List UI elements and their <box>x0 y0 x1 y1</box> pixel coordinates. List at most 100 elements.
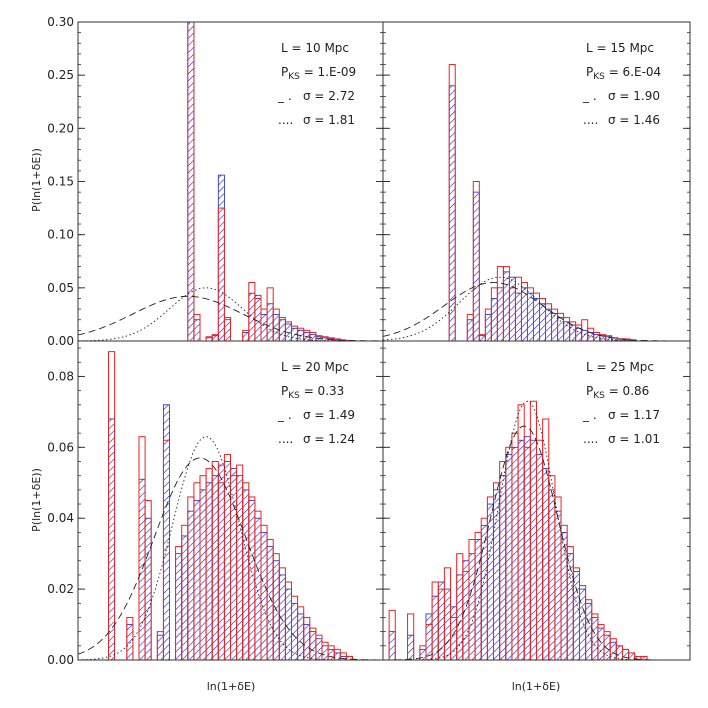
sigma-annotation: σ = 1.49 <box>303 408 355 422</box>
y-tick-label: 0.30 <box>47 15 74 29</box>
blue-bar <box>575 327 583 341</box>
scale-annotation: L = 25 Mpc <box>586 360 654 374</box>
blue-bar <box>591 617 599 660</box>
red-bar <box>162 439 170 660</box>
blue-bar <box>242 332 250 341</box>
y-tick-label: 0.20 <box>47 121 74 135</box>
blue-bar <box>579 588 587 660</box>
blue-bar <box>554 510 562 660</box>
blue-bar <box>193 500 201 660</box>
pks-annotation: PKS = 6.E-04 <box>586 65 661 82</box>
blue-bar <box>563 321 571 341</box>
blue-bar <box>478 335 486 341</box>
blue-bar <box>126 624 134 660</box>
blue-bar <box>615 645 623 660</box>
blue-bar <box>162 404 170 660</box>
blue-bar <box>254 517 262 660</box>
y-tick-label: 0.08 <box>47 369 74 383</box>
blue-bar <box>484 314 492 341</box>
blue-bar <box>499 475 507 660</box>
scale-annotation: L = 20 Mpc <box>281 360 349 374</box>
blue-bar <box>539 303 546 341</box>
red-bar <box>144 500 152 660</box>
dashed-gaussian-curve <box>383 425 690 660</box>
panel-bottom-right: L = 25 Mpc PKS = 0.86 _ . σ = 1.17.... σ = 1… <box>382 340 691 661</box>
blue-bar <box>572 570 580 660</box>
blue-bar <box>193 319 201 341</box>
blue-bar <box>260 532 268 660</box>
blue-bar <box>297 613 305 660</box>
curve-style-marker: .... <box>278 113 293 127</box>
x-axis-label-left: ln(1+δE) <box>207 680 256 693</box>
blue-bar <box>597 627 605 660</box>
blue-bar <box>242 489 250 660</box>
sigma-annotation: σ = 1.81 <box>303 113 355 127</box>
blue-bar <box>581 329 589 341</box>
blue-bar <box>622 648 630 660</box>
blue-bar <box>223 461 231 660</box>
blue-bar <box>211 335 219 341</box>
dashed-gaussian-curve <box>78 295 383 341</box>
blue-bar <box>529 439 537 660</box>
blue-bar <box>536 454 544 660</box>
blue-bar <box>511 446 519 660</box>
red-bar <box>217 207 225 341</box>
y-tick-label: 0.04 <box>47 511 74 525</box>
blue-bar <box>443 588 451 660</box>
blue-bar <box>260 314 268 341</box>
blue-bar <box>223 319 231 341</box>
blue-bar <box>527 292 534 341</box>
blue-bar <box>108 418 115 660</box>
blue-bar <box>523 436 531 660</box>
blue-bar <box>284 588 292 660</box>
red-bar <box>345 655 353 660</box>
blue-bar <box>230 468 237 660</box>
panel-bottom-left: 0.00 0.02 0.04 0.06 0.08 L = 20 Mpc PKS = 0.33… <box>47 340 384 667</box>
blue-bar <box>321 645 329 660</box>
sigma-annotation: σ = 2.72 <box>303 89 355 103</box>
red-bar <box>407 613 415 660</box>
blue-bar <box>138 478 146 660</box>
blue-bar <box>156 634 164 660</box>
pks-annotation: PKS = 0.86 <box>586 384 649 401</box>
blue-bar <box>456 574 464 660</box>
blue-bar <box>533 298 540 341</box>
blue-bar <box>181 535 189 660</box>
blue-bar <box>502 271 510 341</box>
blue-bar <box>462 560 470 660</box>
blue-bar <box>480 524 488 660</box>
x-axis-label-right: ln(1+δE) <box>512 680 561 693</box>
red-bar <box>640 655 648 660</box>
blue-bar <box>144 517 152 660</box>
curve-style-marker: .... <box>583 432 598 446</box>
blue-bar <box>309 631 317 660</box>
y-tick-label: 0.06 <box>47 440 74 454</box>
blue-bar <box>474 539 482 660</box>
blue-bar <box>472 191 480 341</box>
blue-bar <box>303 624 311 660</box>
y-tick-label: 0.00 <box>47 653 74 667</box>
scale-annotation: L = 10 Mpc <box>281 41 349 55</box>
blue-bar <box>466 319 474 341</box>
blue-bar <box>542 468 550 660</box>
dotted-gaussian-curve <box>383 276 690 341</box>
blue-bar <box>548 489 556 660</box>
blue-bar <box>278 319 286 341</box>
blue-bar <box>315 638 323 660</box>
blue-bar <box>217 464 225 660</box>
blue-bar <box>448 85 456 341</box>
dashed-gaussian-curve <box>383 282 690 341</box>
blue-bar <box>496 287 504 341</box>
blue-bar <box>545 308 552 341</box>
y-tick-label: 0.00 <box>47 334 74 348</box>
blue-bar <box>236 475 244 660</box>
pks-annotation: PKS = 1.E-09 <box>281 65 356 82</box>
sigma-annotation: σ = 1.24 <box>303 432 355 446</box>
blue-bar <box>266 303 274 341</box>
red-bar <box>187 22 195 341</box>
panel-top-right: L = 15 Mpc PKS = 6.E-04 _ . σ = 1.90.... σ =… <box>382 21 691 342</box>
curve-style-marker: .... <box>583 113 598 127</box>
blue-bar <box>187 510 195 660</box>
blue-bar <box>603 634 611 660</box>
